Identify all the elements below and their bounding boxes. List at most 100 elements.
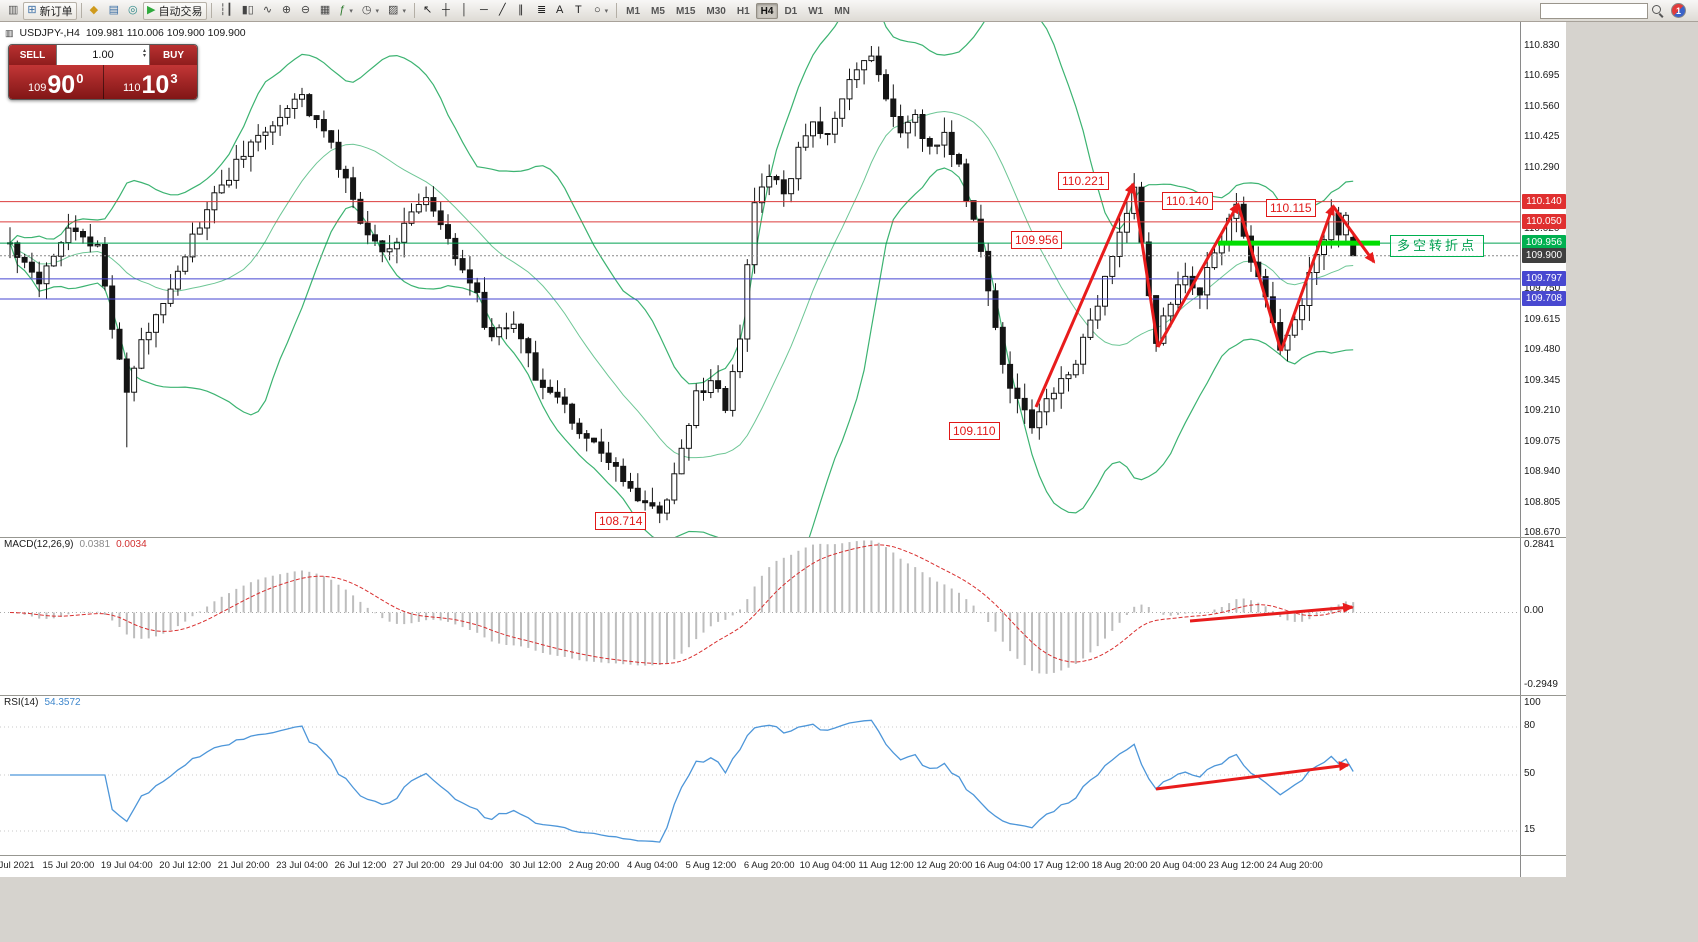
zoom-out-icon[interactable]: ⊖ <box>297 2 315 20</box>
time-axis: 14 Jul 2021 15 Jul 20:00 19 Jul 04:00 20 Ju… <box>0 855 1520 877</box>
rsi-trend-arrow[interactable] <box>1155 761 1350 791</box>
label-icon: T <box>574 4 582 16</box>
volume-value: 1.00 <box>92 49 114 61</box>
tile-windows-icon: ▦ <box>319 4 331 16</box>
macd-axis-max: 0.2841 <box>1524 539 1555 550</box>
vertical-line-icon: │ <box>460 4 468 16</box>
rsi-indicator-label: RSI(14) 54.3572 <box>4 697 81 708</box>
candlestick-chart-icon[interactable]: ▮▯ <box>238 2 258 20</box>
chart-ohlc-values: 109.981 110.006 109.900 109.900 <box>85 27 246 39</box>
macd-panel-svg[interactable] <box>0 537 1520 695</box>
label-icon[interactable]: T <box>571 2 589 20</box>
time-axis-label: 2 Aug 20:00 <box>568 860 620 871</box>
timeframe-h4-button[interactable]: H4 <box>755 2 779 19</box>
buy-price-button[interactable]: 110 10 3 <box>103 65 197 99</box>
new-order-icon: ⊞ <box>27 4 37 16</box>
zoom-in-icon: ⊕ <box>281 4 292 16</box>
volume-spin-down-icon[interactable]: ▾ <box>142 53 146 59</box>
templates-dropdown-icon[interactable]: ▾ <box>402 7 406 15</box>
autotrading-button-label: 自动交易 <box>158 5 203 18</box>
trend-arrows-layer[interactable] <box>1034 182 1376 408</box>
chart-window-icon[interactable]: ▥ <box>4 2 22 20</box>
time-axis-label: 6 Aug 20:00 <box>743 860 795 871</box>
trendline-icon[interactable]: ╱ <box>495 2 513 20</box>
rsi-name: RSI(14) <box>4 697 39 708</box>
main-chart-svg[interactable] <box>0 22 1520 537</box>
price-tag: 110.140 <box>1522 194 1566 209</box>
rsi-panel-svg[interactable] <box>0 695 1520 855</box>
timeframe-m5-button[interactable]: M5 <box>651 5 665 17</box>
new-order-button-label: 新订单 <box>39 5 73 18</box>
data-window-icon[interactable]: ▤ <box>105 2 123 20</box>
time-axis-divider <box>0 855 1566 856</box>
line-chart-icon: ∿ <box>262 4 273 16</box>
time-axis-label: 18 Aug 20:00 <box>1091 860 1148 871</box>
sell-price-button[interactable]: 109 90 0 <box>9 65 104 99</box>
timeframe-m30-button[interactable]: M30 <box>706 5 726 17</box>
price-axis-label: 110.290 <box>1524 162 1560 173</box>
timeframe-mn-button[interactable]: MN <box>834 5 850 17</box>
horizontal-line-icon[interactable]: ─ <box>476 2 494 20</box>
sell-price-big: 90 <box>47 71 76 99</box>
chart-mini-icon: ▥ <box>5 27 14 38</box>
timeframe-d1-button[interactable]: D1 <box>784 5 798 17</box>
buy-price-big: 10 <box>141 71 170 99</box>
macd-trend-arrow[interactable] <box>1189 602 1354 623</box>
volume-spin-up-icon[interactable]: ▴ <box>142 48 146 54</box>
navigator-icon[interactable]: ◎ <box>124 2 142 20</box>
channel-icon[interactable]: ∥ <box>514 2 532 20</box>
line-chart-icon[interactable]: ∿ <box>259 2 277 20</box>
shapes-dropdown-icon[interactable]: ▾ <box>604 7 609 15</box>
autotrading-button[interactable]: ▶ 自动交易 <box>143 1 207 20</box>
rsi-panel-divider[interactable] <box>0 695 1566 696</box>
sell-button[interactable]: SELL <box>9 45 56 65</box>
templates-icon[interactable]: ▨ ▾ <box>384 2 410 20</box>
macd-indicator-label: MACD(12,26,9) 0.0381 0.0034 <box>4 539 147 550</box>
volume-input[interactable]: 1.00 ▴ ▾ <box>56 45 150 65</box>
time-axis-label: 5 Aug 12:00 <box>685 860 737 871</box>
timeframe-m15-button[interactable]: M15 <box>675 5 696 17</box>
timeframe-h1-button[interactable]: H1 <box>736 5 750 17</box>
time-axis-label: 14 Jul 2021 <box>0 860 35 871</box>
fibonacci-icon: ≣ <box>536 4 547 16</box>
candlestick-chart-icon: ▮▯ <box>241 4 254 16</box>
cursor-icon[interactable]: ↖ <box>419 2 437 20</box>
periods-dropdown-icon[interactable]: ▾ <box>375 7 380 15</box>
navigator-icon: ◎ <box>128 4 138 16</box>
market-watch-icon[interactable]: ◆ <box>86 2 104 20</box>
volume-spinner[interactable]: ▴ ▾ <box>142 48 146 59</box>
price-axis-label: 109.210 <box>1524 405 1561 416</box>
search-icon[interactable] <box>1651 4 1664 17</box>
tile-windows-icon[interactable]: ▦ <box>316 2 334 20</box>
indicators-icon: ƒ <box>339 4 346 16</box>
crosshair-icon[interactable]: ┼ <box>438 2 456 20</box>
shapes-icon[interactable]: ○ ▾ <box>590 2 612 20</box>
timeframe-w1-button[interactable]: W1 <box>808 5 824 17</box>
time-axis-label: 20 Aug 04:00 <box>1150 860 1206 871</box>
crosshair-icon: ┼ <box>441 4 450 16</box>
periods-icon[interactable]: ◷ ▾ <box>358 2 383 20</box>
timeframe-m1-button[interactable]: M1 <box>626 5 641 17</box>
time-axis-label: 26 Jul 12:00 <box>334 860 387 871</box>
indicators-dropdown-icon[interactable]: ▾ <box>349 7 353 15</box>
main-toolbar: ▥ ⊞ 新订单 ◆ ▤ ◎ ▶ 自动交易 ┆┃ ▮▯ ∿ ⊕ ⊖ ▦ ƒ ▾ ◷ ▾ ▨ ▾ ↖ ┼ │ ─ ╱ ∥ ≣ A T ○ ▾ M1… <box>0 0 1698 22</box>
vertical-line-icon[interactable]: │ <box>457 2 475 20</box>
toolbar-search <box>1540 2 1664 19</box>
buy-button[interactable]: BUY <box>150 45 197 65</box>
community-notification-badge[interactable]: 1 <box>1671 3 1686 18</box>
rsi-value: 54.3572 <box>44 697 81 708</box>
text-icon[interactable]: A <box>552 2 570 20</box>
zoom-in-icon[interactable]: ⊕ <box>278 2 296 20</box>
fibonacci-icon[interactable]: ≣ <box>533 2 551 20</box>
toolbar-separator <box>616 3 618 18</box>
price-axis-label: 108.805 <box>1524 497 1561 508</box>
macd-panel-divider[interactable] <box>0 537 1566 538</box>
new-order-button[interactable]: ⊞ 新订单 <box>23 1 77 20</box>
price-tag: 109.900 <box>1522 248 1566 263</box>
price-axis-label: 109.075 <box>1524 436 1561 447</box>
rsi-axis-level: 15 <box>1524 824 1536 835</box>
indicators-icon[interactable]: ƒ ▾ <box>335 2 357 20</box>
search-input[interactable] <box>1540 2 1648 19</box>
ohlc-bars-icon[interactable]: ┆┃ <box>216 2 237 20</box>
price-tag: 110.050 <box>1522 214 1566 229</box>
